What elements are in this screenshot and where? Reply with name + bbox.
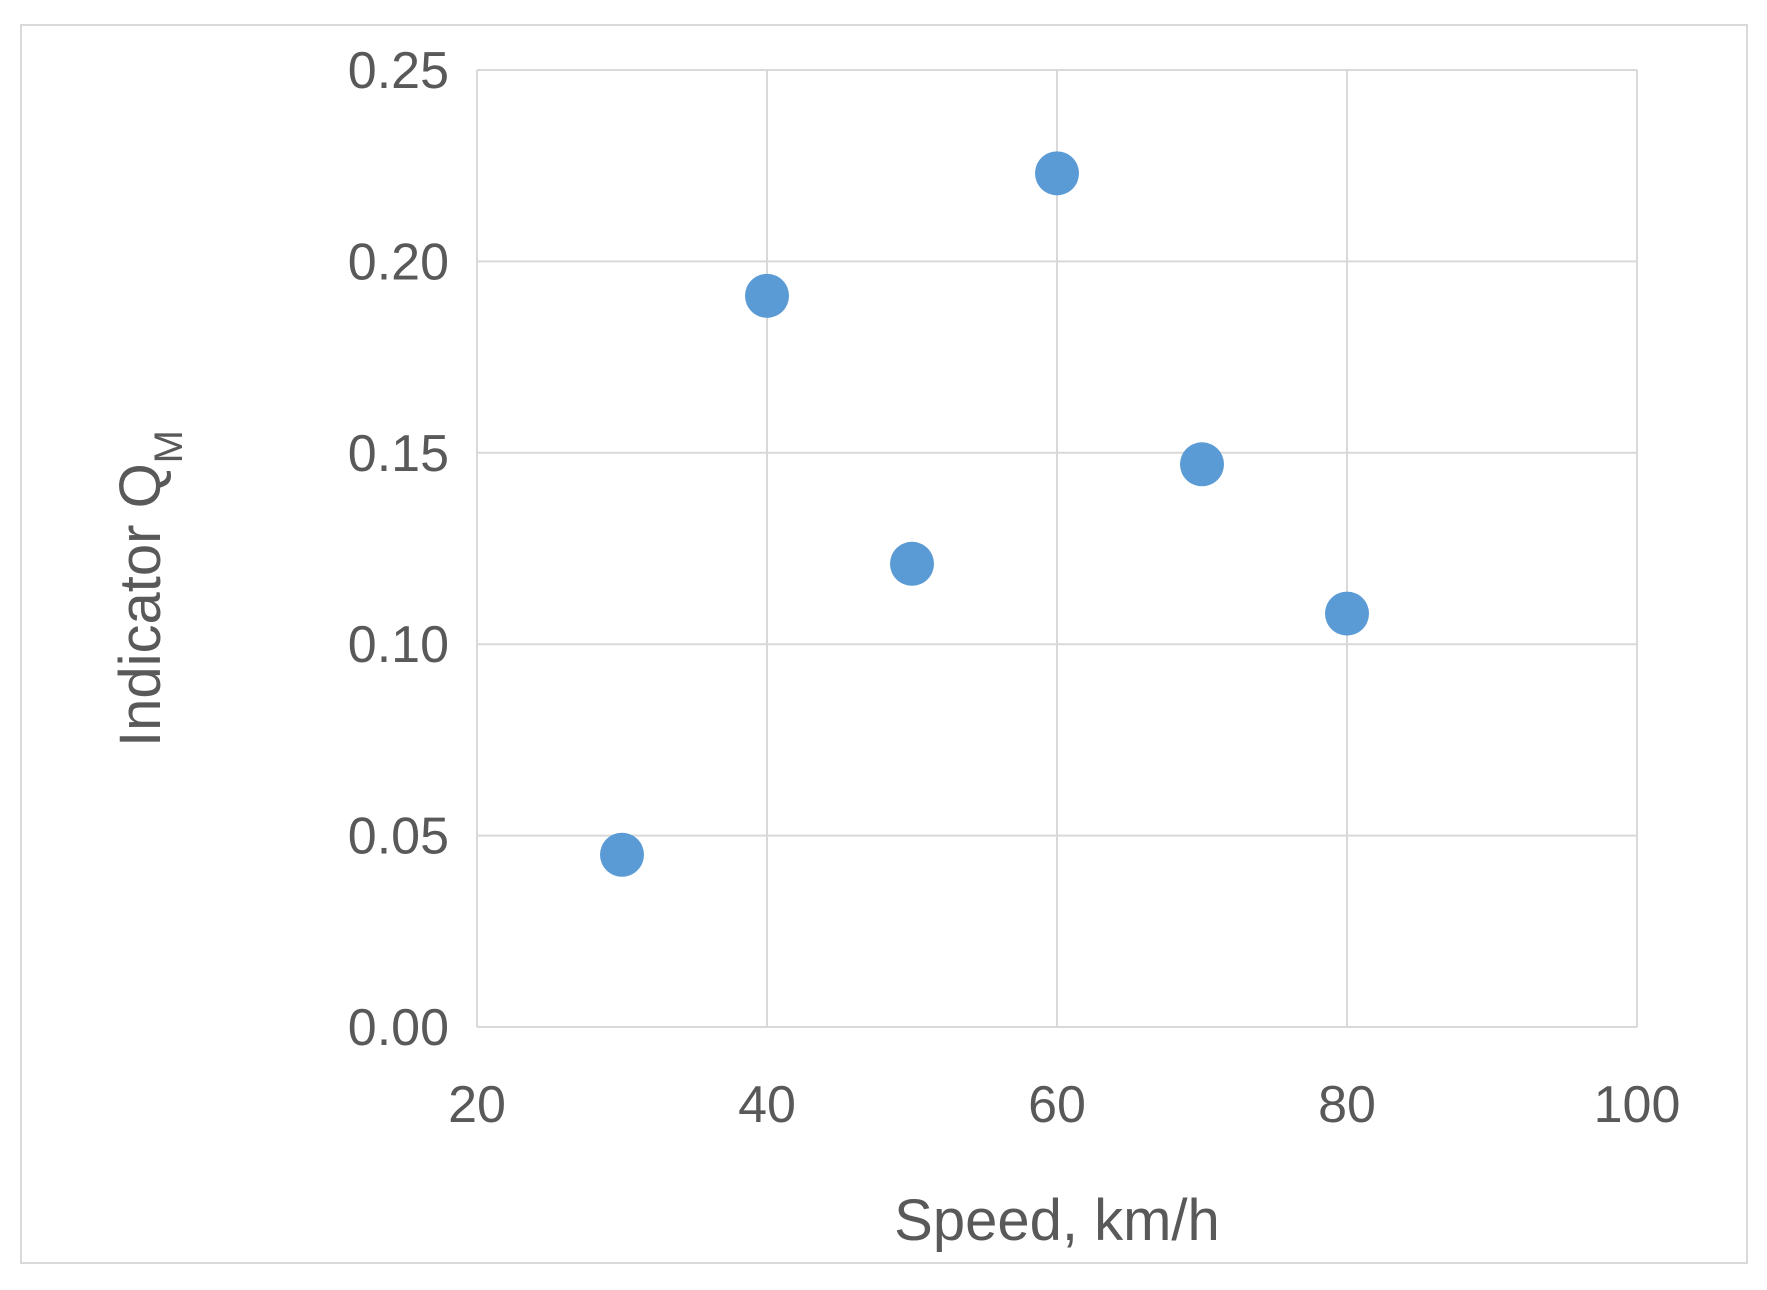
y-tick-label: 0.05 <box>348 808 449 866</box>
data-point <box>1035 151 1079 196</box>
x-tick-label: 60 <box>1028 1076 1086 1134</box>
y-tick-label: 0.25 <box>348 42 449 100</box>
y-tick-label: 0.15 <box>348 425 449 483</box>
x-tick-label: 40 <box>738 1076 796 1134</box>
horizontal-gridlines <box>477 69 1637 1028</box>
data-point <box>745 273 789 318</box>
x-tick-label: 20 <box>448 1076 506 1134</box>
data-point <box>1325 591 1369 636</box>
data-point <box>1180 442 1224 487</box>
x-axis-title: Speed, km/h <box>894 1188 1220 1253</box>
x-tick-labels: 20 40 60 80 100 <box>448 1076 1680 1134</box>
data-point <box>890 541 934 586</box>
x-tick-label: 100 <box>1594 1076 1681 1134</box>
x-tick-label: 80 <box>1318 1076 1376 1134</box>
data-points <box>600 151 1369 877</box>
y-tick-label: 0.20 <box>348 233 449 291</box>
data-point <box>600 832 644 877</box>
y-axis-title-subscript: M <box>147 430 191 463</box>
vertical-gridlines <box>476 70 1638 1027</box>
y-tick-labels: 0.00 0.05 0.10 0.15 0.20 0.25 <box>348 42 449 1057</box>
y-axis-title-main: Indicator Q <box>108 463 173 747</box>
y-tick-label: 0.10 <box>348 616 449 674</box>
y-axis-title: Indicator QM <box>108 430 191 747</box>
y-tick-label: 0.00 <box>348 999 449 1057</box>
